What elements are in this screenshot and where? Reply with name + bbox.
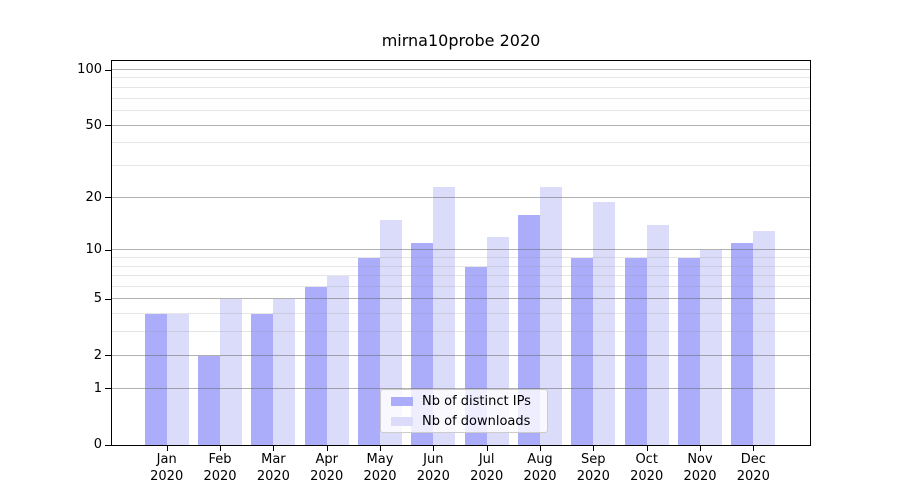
bar-downloads-sep	[593, 201, 616, 445]
bar-distinct-ips-jan	[144, 314, 167, 445]
bar-downloads-dec	[753, 230, 776, 445]
x-tick-label-sep: Sep 2020	[576, 452, 610, 484]
bar-downloads-feb	[220, 299, 242, 445]
legend-item-distinct-ips: Nb of distinct IPs	[391, 394, 539, 409]
legend-swatch-downloads	[391, 416, 413, 426]
x-tick-label-may: May 2020	[363, 452, 397, 484]
x-tick-label-jan: Jan 2020	[150, 452, 184, 484]
y-tick-mark-10	[105, 249, 111, 251]
x-tick-mark-jul	[486, 446, 488, 451]
x-tick-label-jun: Jun 2020	[416, 452, 450, 484]
y-tick-label-10: 10	[85, 242, 102, 258]
bar-downloads-jun	[433, 186, 456, 445]
gridline-minor-40	[112, 142, 810, 144]
bar-downloads-mar	[273, 299, 296, 445]
bar-downloads-aug	[540, 186, 562, 445]
bar-downloads-jan	[166, 314, 189, 445]
plot-area: Nb of distinct IPs Nb of downloads	[111, 60, 811, 446]
x-tick-mark-feb	[220, 446, 221, 451]
gridline-minor-70	[112, 97, 810, 99]
x-tick-mark-mar	[273, 446, 275, 451]
bar-downloads-apr	[326, 276, 349, 445]
y-tick-mark-2	[105, 355, 111, 357]
legend-label-downloads: Nb of downloads	[422, 413, 531, 429]
y-tick-mark-20	[105, 197, 111, 199]
x-tick-mark-oct	[646, 446, 648, 451]
bar-distinct-ips-nov	[678, 257, 700, 445]
x-tick-mark-jan	[166, 446, 168, 451]
bar-downloads-oct	[646, 224, 669, 445]
x-tick-label-oct: Oct 2020	[630, 452, 664, 484]
y-tick-label-50: 50	[85, 117, 102, 133]
bar-distinct-ips-feb	[198, 355, 220, 445]
bar-distinct-ips-oct	[624, 257, 647, 445]
x-tick-mark-jun	[433, 446, 435, 451]
bar-distinct-ips-aug	[518, 214, 540, 445]
chart-title: mirna10probe 2020	[381, 31, 541, 50]
y-tick-mark-100	[105, 69, 111, 71]
x-tick-label-apr: Apr 2020	[310, 452, 344, 484]
y-tick-mark-0	[105, 444, 111, 446]
legend-swatch-distinct-ips	[391, 396, 413, 406]
x-tick-label-jul: Jul 2020	[470, 452, 504, 484]
gridline-minor-60	[112, 110, 810, 111]
x-tick-mark-sep	[593, 446, 595, 451]
x-tick-label-nov: Nov 2020	[683, 452, 717, 484]
gridline-minor-30	[112, 165, 810, 166]
bar-distinct-ips-apr	[304, 286, 327, 445]
y-tick-label-0: 0	[93, 437, 102, 452]
gridline-minor-80	[112, 86, 810, 88]
x-tick-mark-apr	[326, 446, 328, 451]
x-tick-mark-dec	[753, 446, 755, 451]
y-tick-mark-50	[105, 125, 111, 126]
x-tick-mark-nov	[700, 446, 701, 451]
legend-item-downloads: Nb of downloads	[391, 414, 539, 429]
gridline-major-20	[112, 196, 810, 198]
gridline-major-100	[112, 69, 810, 70]
legend-label-distinct-ips: Nb of distinct IPs	[422, 393, 531, 409]
legend: Nb of distinct IPs Nb of downloads	[380, 389, 548, 433]
x-tick-label-feb: Feb 2020	[203, 452, 237, 484]
gridline-minor-90	[112, 77, 810, 79]
y-tick-mark-5	[105, 298, 111, 300]
bar-distinct-ips-may	[358, 257, 380, 445]
bar-distinct-ips-dec	[731, 243, 754, 445]
y-tick-label-2: 2	[93, 347, 102, 363]
y-tick-label-20: 20	[85, 189, 102, 205]
y-tick-label-5: 5	[93, 291, 102, 307]
bar-downloads-nov	[700, 250, 722, 445]
x-tick-label-dec: Dec 2020	[736, 452, 770, 484]
bar-distinct-ips-sep	[571, 257, 594, 445]
x-tick-label-mar: Mar 2020	[256, 452, 290, 484]
y-tick-label-100: 100	[77, 62, 102, 77]
x-tick-label-aug: Aug 2020	[523, 452, 557, 484]
bar-distinct-ips-mar	[251, 314, 274, 445]
x-tick-mark-may	[380, 446, 381, 451]
gridline-major-50	[112, 124, 810, 126]
x-tick-mark-aug	[540, 446, 541, 451]
y-tick-mark-1	[105, 388, 111, 390]
y-tick-label-1: 1	[93, 380, 102, 396]
